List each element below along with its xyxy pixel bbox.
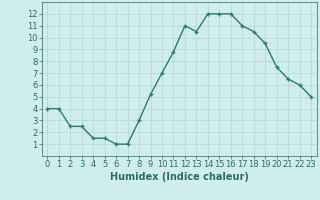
X-axis label: Humidex (Indice chaleur): Humidex (Indice chaleur) <box>110 172 249 182</box>
